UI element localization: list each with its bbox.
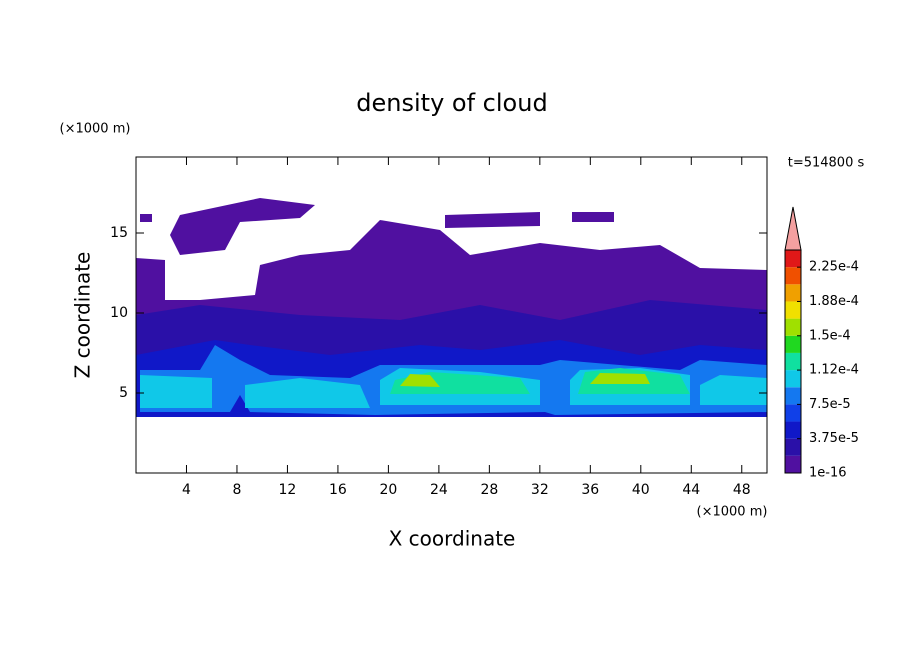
x-tick-label: 32	[531, 482, 549, 498]
colorbar-band	[785, 387, 801, 405]
colorbar-band	[785, 352, 801, 371]
x-tick-label: 24	[430, 482, 448, 498]
colorbar-band	[785, 250, 801, 268]
colorbar-tick-label: 2.25e-4	[809, 260, 859, 275]
x-tick-label: 12	[279, 482, 297, 498]
contour-fill	[170, 198, 315, 255]
y-unit: (×1000 m)	[60, 122, 131, 137]
x-tick-label: 48	[733, 482, 751, 498]
contour-fill	[700, 375, 767, 405]
contour-fill	[140, 214, 152, 222]
x-tick-label: 20	[379, 482, 397, 498]
colorbar-tick-label: 1.5e-4	[809, 328, 851, 343]
x-unit: (×1000 m)	[697, 505, 768, 520]
x-tick-label: 4	[182, 482, 191, 498]
colorbar-band	[785, 370, 801, 388]
colorbar-frame	[784, 249, 802, 474]
colorbar-tick-label: 1.12e-4	[809, 363, 859, 378]
chart-title: density of cloud	[356, 89, 547, 117]
colorbar-band	[785, 284, 801, 302]
colorbar-band	[785, 318, 801, 336]
x-tick-label: 36	[581, 482, 599, 498]
colorbar-band	[785, 455, 801, 473]
colorbar-band	[785, 404, 801, 422]
colorbar-band	[785, 335, 801, 353]
plot-frame	[135, 156, 768, 474]
colorbar-band	[785, 421, 801, 439]
contour-fill	[245, 378, 370, 408]
x-tick-label: 28	[480, 482, 498, 498]
x-axis-title: X coordinate	[389, 527, 516, 551]
x-tick-label: 44	[682, 482, 700, 498]
contour-fill	[136, 258, 165, 300]
colorbar-band	[785, 267, 801, 285]
colorbar-band	[785, 438, 801, 456]
y-tick-label: 15	[110, 225, 128, 241]
contour-field	[136, 198, 767, 417]
contour-fill	[400, 374, 440, 387]
x-tick-label: 40	[632, 482, 650, 498]
contour-fill	[572, 212, 614, 222]
colorbar-tick-label: 1.88e-4	[809, 294, 859, 309]
colorbar-tick-label: 1e-16	[809, 466, 847, 481]
contour-fill	[445, 212, 540, 228]
colorbar-tick-label: 7.5e-5	[809, 397, 851, 412]
y-tick-label: 10	[110, 305, 128, 321]
x-tick-label: 16	[329, 482, 347, 498]
y-tick-label: 5	[119, 385, 128, 401]
time-label: t=514800 s	[788, 156, 865, 171]
colorbar-tick-label: 3.75e-5	[809, 431, 859, 446]
contour-fill	[140, 375, 212, 408]
y-axis-title: Z coordinate	[71, 252, 95, 379]
contour-fill	[590, 373, 650, 384]
colorbar-band	[785, 301, 801, 319]
x-tick-label: 8	[232, 482, 241, 498]
